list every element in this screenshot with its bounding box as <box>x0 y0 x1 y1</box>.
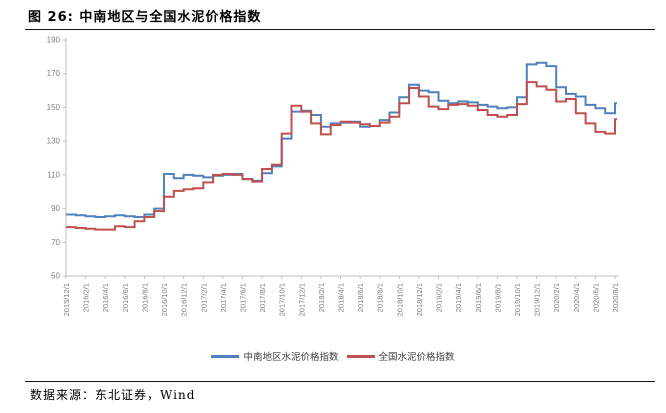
x-tick-label: 2017/10/1 <box>278 283 287 316</box>
x-tick-label: 2016/4/1 <box>101 283 110 312</box>
series-line-central-south <box>66 61 617 218</box>
x-tick-label: 2019/2/1 <box>435 283 444 312</box>
y-tick-label: 90 <box>51 204 60 213</box>
x-tick-label: 2018/12/1 <box>415 283 424 316</box>
y-tick-label: 110 <box>47 170 60 179</box>
y-tick-label: 150 <box>47 103 61 112</box>
y-tick-label: 170 <box>47 69 61 78</box>
x-tick-label: 2020/4/1 <box>572 283 581 312</box>
x-tick-label: 2017/6/1 <box>238 283 247 312</box>
chart-canvas: 50 70 90 110 130 150 170 190 2015/12/1 2016/2/1 20… <box>47 36 620 316</box>
y-tick-label: 70 <box>51 238 60 247</box>
x-tick-label: 2018/6/1 <box>356 283 365 312</box>
legend-label-national: 全国水泥价格指数 <box>378 352 455 363</box>
x-tick-label: 2020/8/1 <box>611 283 620 312</box>
x-tick-label: 2018/2/1 <box>317 283 326 312</box>
x-tick-label: 2019/8/1 <box>493 283 502 312</box>
x-tick-label: 2016/12/1 <box>180 283 189 316</box>
x-tick-label: 2016/2/1 <box>82 283 91 312</box>
x-tick-label: 2017/4/1 <box>219 283 228 312</box>
title-divider <box>25 29 655 30</box>
legend-item-national: 全国水泥价格指数 <box>346 349 455 363</box>
y-tick-label: 190 <box>47 36 61 45</box>
footer-divider <box>25 381 655 382</box>
x-tick-label: 2019/6/1 <box>474 283 483 312</box>
x-tick-label: 2016/6/1 <box>121 283 130 312</box>
x-tick-label: 2017/2/1 <box>199 283 208 312</box>
x-tick-label: 2019/12/1 <box>533 283 542 316</box>
x-tick-label: 2016/8/1 <box>140 283 149 312</box>
x-tick-label: 2019/4/1 <box>454 283 463 312</box>
x-tick-label: 2015/12/1 <box>62 283 71 316</box>
x-tick-label: 2017/8/1 <box>258 283 267 312</box>
x-tick-label: 2018/10/1 <box>395 283 404 316</box>
x-tick-label: 2019/10/1 <box>513 283 522 316</box>
x-tick-label: 2020/2/1 <box>552 283 561 312</box>
x-tick-label: 2016/10/1 <box>160 283 169 316</box>
x-tick-label: 2020/6/1 <box>591 283 600 312</box>
x-tick-label: 2017/12/1 <box>297 283 306 316</box>
y-tick-label: 50 <box>51 272 60 281</box>
x-tick-label: 2018/8/1 <box>376 283 385 312</box>
series-line-national <box>66 81 617 231</box>
legend-line-blue-icon <box>211 354 240 358</box>
chart-legend: 中南地区水泥价格指数 全国水泥价格指数 <box>0 349 666 363</box>
y-tick-label: 130 <box>47 137 61 146</box>
figure-title: 图 26: 中南地区与全国水泥价格指数 <box>28 10 262 25</box>
x-tick-label: 2018/4/1 <box>337 283 346 312</box>
legend-item-central-south: 中南地区水泥价格指数 <box>211 349 339 363</box>
legend-label-central-south: 中南地区水泥价格指数 <box>243 352 339 363</box>
data-source: 数据来源：东北证券，Wind <box>30 388 196 402</box>
legend-line-red-icon <box>346 354 375 358</box>
